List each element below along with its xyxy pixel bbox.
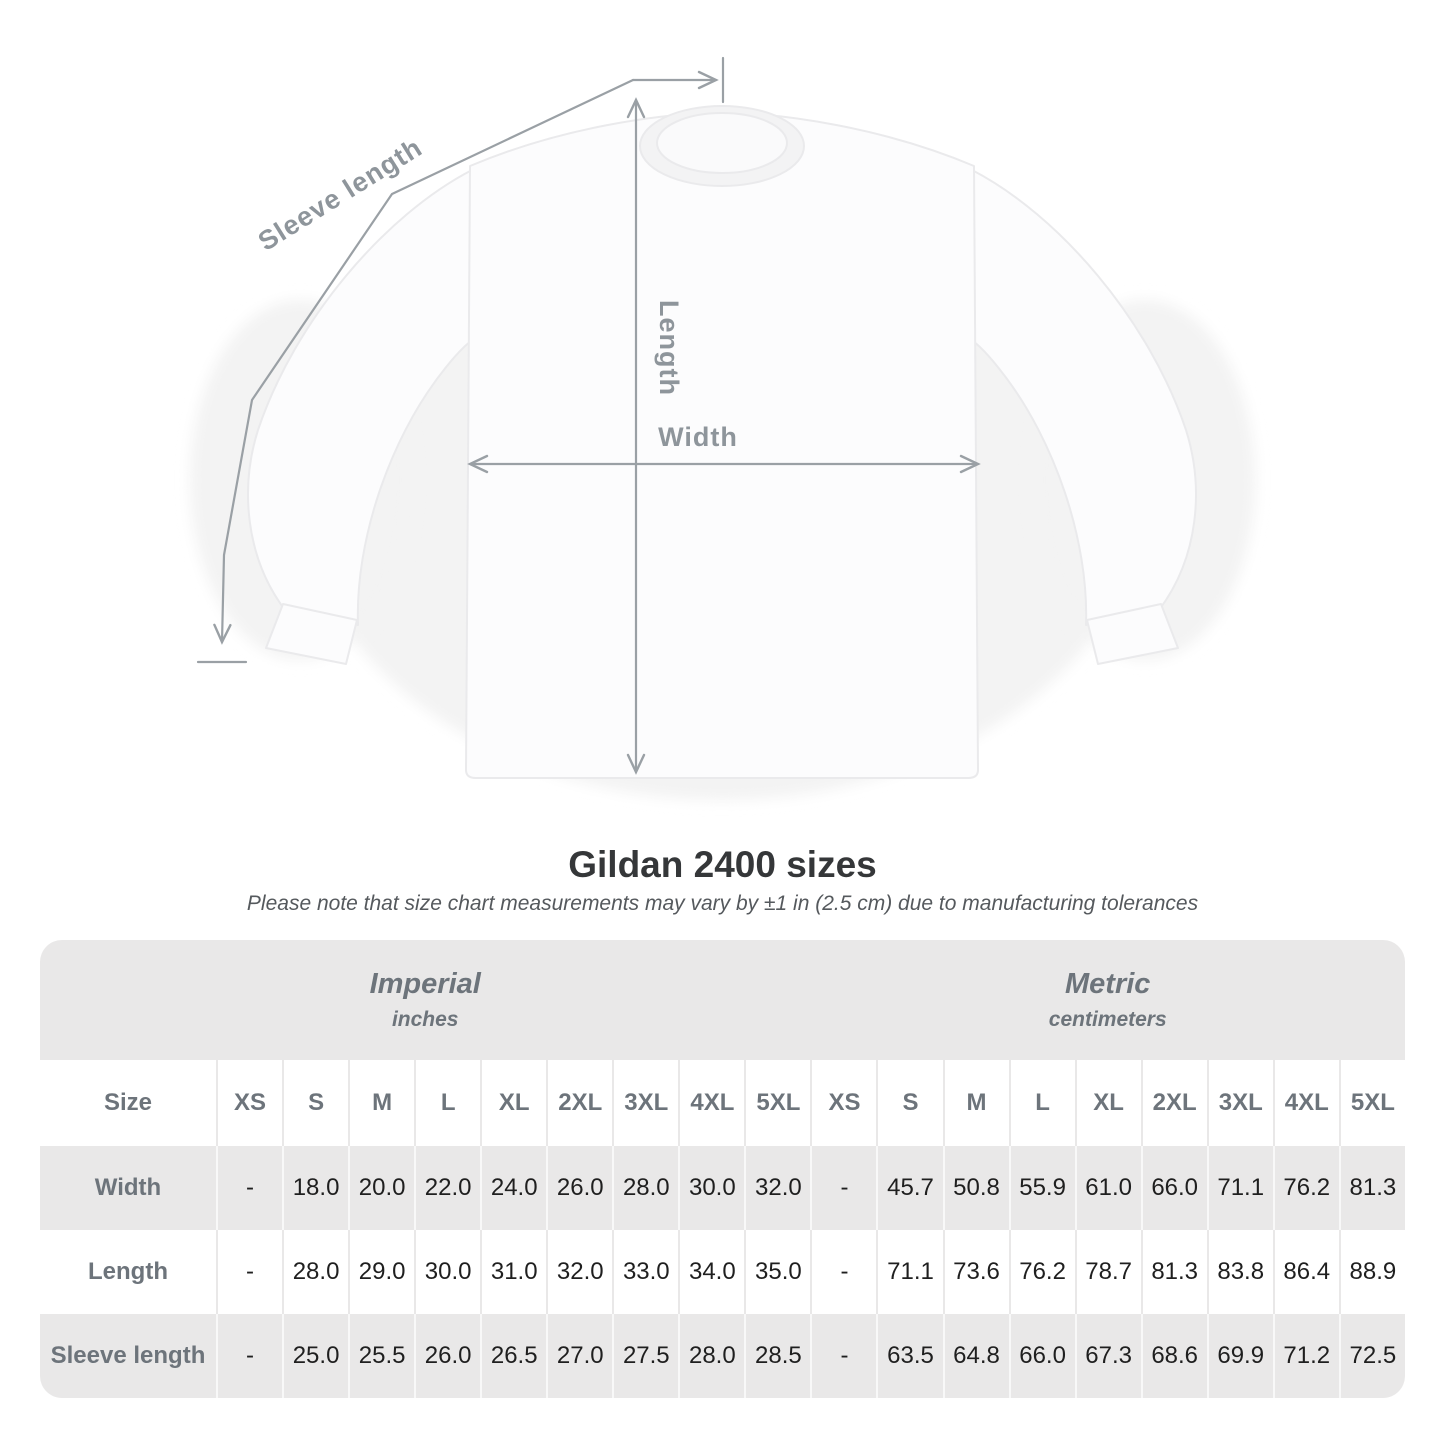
col-header: XL bbox=[480, 1060, 547, 1146]
table-cell: 45.7 bbox=[876, 1146, 943, 1230]
table-cell: 69.9 bbox=[1206, 1314, 1273, 1398]
table-cell: 20.0 bbox=[348, 1146, 415, 1230]
row-label: Sleeve length bbox=[40, 1314, 216, 1398]
imperial-group-unit: inches bbox=[391, 1008, 459, 1032]
shirt-illustration bbox=[247, 105, 1197, 779]
table-cell: 68.6 bbox=[1140, 1314, 1207, 1398]
table-cell: - bbox=[810, 1146, 877, 1230]
table-cell: 76.2 bbox=[1008, 1230, 1075, 1314]
table-cell: 35.0 bbox=[744, 1230, 811, 1314]
row-label: Length bbox=[40, 1230, 216, 1314]
table-cell: 50.8 bbox=[942, 1146, 1009, 1230]
table-cell: 61.0 bbox=[1074, 1146, 1141, 1230]
table-cell: 26.5 bbox=[480, 1314, 547, 1398]
table-cell: - bbox=[216, 1230, 283, 1314]
col-header: 5XL bbox=[744, 1060, 811, 1146]
page-subtitle: Please note that size chart measurements… bbox=[246, 892, 1199, 915]
table-cell: 32.0 bbox=[546, 1230, 613, 1314]
table-row-width: Width - 18.0 20.0 22.0 24.0 26.0 28.0 30… bbox=[40, 1146, 1405, 1230]
sleeve-measure-line bbox=[213, 78, 635, 645]
table-cell: 33.0 bbox=[612, 1230, 679, 1314]
table-cell: 27.0 bbox=[546, 1314, 613, 1398]
table-cell: 71.1 bbox=[1206, 1146, 1273, 1230]
table-cell: 34.0 bbox=[678, 1230, 745, 1314]
table-cell: 67.3 bbox=[1074, 1314, 1141, 1398]
table-cell: 29.0 bbox=[348, 1230, 415, 1314]
col-header: 4XL bbox=[678, 1060, 745, 1146]
table-cell: 30.0 bbox=[414, 1230, 481, 1314]
measurement-lines bbox=[196, 56, 981, 775]
table-cell: - bbox=[810, 1230, 877, 1314]
shirt-size-diagram: Sleeve length Length Width bbox=[190, 56, 1255, 800]
table-cell: 31.0 bbox=[480, 1230, 547, 1314]
col-header: S bbox=[282, 1060, 349, 1146]
table-cell: 25.5 bbox=[348, 1314, 415, 1398]
col-header: XS bbox=[810, 1060, 877, 1146]
col-header: 2XL bbox=[1140, 1060, 1207, 1146]
table-cell: - bbox=[810, 1314, 877, 1398]
col-header: M bbox=[942, 1060, 1009, 1146]
size-table: Imperial inches Metric centimeters Size … bbox=[40, 940, 1405, 1398]
table-cell: 88.9 bbox=[1338, 1230, 1405, 1314]
col-header: L bbox=[1008, 1060, 1075, 1146]
imperial-group-header: Imperial inches bbox=[40, 940, 811, 1060]
table-cell: 26.0 bbox=[414, 1314, 481, 1398]
table-cell: 71.1 bbox=[876, 1230, 943, 1314]
table-cell: 81.3 bbox=[1140, 1230, 1207, 1314]
page-title: Gildan 2400 sizes bbox=[568, 844, 877, 885]
col-header: 5XL bbox=[1338, 1060, 1405, 1146]
table-cell: 18.0 bbox=[282, 1146, 349, 1230]
metric-group-title: Metric bbox=[1065, 967, 1151, 1000]
col-header: S bbox=[876, 1060, 943, 1146]
col-header: XL bbox=[1074, 1060, 1141, 1146]
length-label: Length bbox=[654, 300, 684, 396]
table-cell: 71.2 bbox=[1272, 1314, 1339, 1398]
table-cell: - bbox=[216, 1146, 283, 1230]
metric-group-header: Metric centimeters bbox=[810, 940, 1405, 1060]
table-cell: 72.5 bbox=[1338, 1314, 1405, 1398]
table-row-length: Length - 28.0 29.0 30.0 31.0 32.0 33.0 3… bbox=[40, 1230, 1405, 1314]
table-cell: 55.9 bbox=[1008, 1146, 1075, 1230]
table-cell: 76.2 bbox=[1272, 1146, 1339, 1230]
table-cell: 73.6 bbox=[942, 1230, 1009, 1314]
table-cell: 83.8 bbox=[1206, 1230, 1273, 1314]
table-cell: 28.5 bbox=[744, 1314, 811, 1398]
table-cell: 86.4 bbox=[1272, 1230, 1339, 1314]
row-label: Width bbox=[40, 1146, 216, 1230]
table-cell: 64.8 bbox=[942, 1314, 1009, 1398]
imperial-group-title: Imperial bbox=[369, 967, 481, 1000]
table-cell: 30.0 bbox=[678, 1146, 745, 1230]
table-cell: 78.7 bbox=[1074, 1230, 1141, 1314]
table-cell: 28.0 bbox=[612, 1146, 679, 1230]
col-header: XS bbox=[216, 1060, 283, 1146]
size-header-row: Size XS S M L XL 2XL 3XL 4XL 5XL XS S M … bbox=[40, 1060, 1405, 1146]
metric-group-unit: centimeters bbox=[1048, 1008, 1167, 1032]
table-cell: 66.0 bbox=[1140, 1146, 1207, 1230]
table-cell: 63.5 bbox=[876, 1314, 943, 1398]
size-table-card: Imperial inches Metric centimeters Size … bbox=[40, 940, 1405, 1398]
col-header: 3XL bbox=[612, 1060, 679, 1146]
table-cell: - bbox=[216, 1314, 283, 1398]
table-cell: 28.0 bbox=[678, 1314, 745, 1398]
table-cell: 32.0 bbox=[744, 1146, 811, 1230]
table-cell: 24.0 bbox=[480, 1146, 547, 1230]
unit-group-row: Imperial inches Metric centimeters bbox=[40, 940, 1405, 1060]
col-header: 4XL bbox=[1272, 1060, 1339, 1146]
table-cell: 27.5 bbox=[612, 1314, 679, 1398]
width-label: Width bbox=[658, 422, 738, 452]
col-header: M bbox=[348, 1060, 415, 1146]
table-cell: 25.0 bbox=[282, 1314, 349, 1398]
col-header: 2XL bbox=[546, 1060, 613, 1146]
table-row-sleeve-length: Sleeve length - 25.0 25.5 26.0 26.5 27.0… bbox=[40, 1314, 1405, 1398]
table-cell: 81.3 bbox=[1338, 1146, 1405, 1230]
table-cell: 26.0 bbox=[546, 1146, 613, 1230]
table-cell: 28.0 bbox=[282, 1230, 349, 1314]
shirt-diagram-section: Sleeve length Length Width bbox=[190, 56, 1255, 800]
col-header: 3XL bbox=[1206, 1060, 1273, 1146]
size-header-cell: Size bbox=[40, 1060, 216, 1146]
col-header: L bbox=[414, 1060, 481, 1146]
table-cell: 66.0 bbox=[1008, 1314, 1075, 1398]
table-cell: 22.0 bbox=[414, 1146, 481, 1230]
